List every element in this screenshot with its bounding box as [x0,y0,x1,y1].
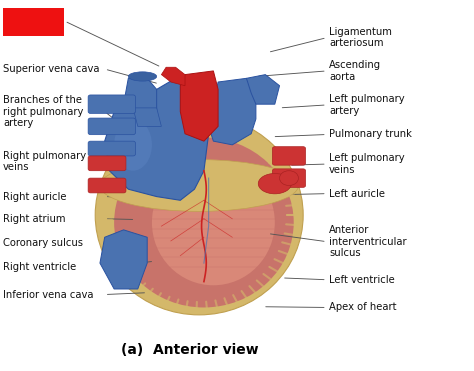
FancyBboxPatch shape [88,118,136,135]
Text: Superior vena cava: Superior vena cava [3,64,100,74]
FancyBboxPatch shape [273,169,306,187]
FancyBboxPatch shape [88,95,136,114]
Ellipse shape [152,160,275,285]
Text: Left ventricle: Left ventricle [329,275,395,285]
Text: Right pulmonary
veins: Right pulmonary veins [3,151,86,172]
Ellipse shape [258,174,292,194]
Text: Right ventricle: Right ventricle [3,262,76,272]
Ellipse shape [280,171,299,186]
Ellipse shape [114,119,152,171]
Text: Coronary sulcus: Coronary sulcus [3,238,83,248]
Polygon shape [209,78,256,145]
Text: Left auricle: Left auricle [329,188,385,198]
FancyBboxPatch shape [88,141,136,156]
Text: Branches of the
right pulmonary
artery: Branches of the right pulmonary artery [3,95,83,128]
Polygon shape [246,75,280,104]
Text: Inferior vena cava: Inferior vena cava [3,289,93,299]
Text: (a)  Anterior view: (a) Anterior view [121,344,258,357]
Text: Apex of heart: Apex of heart [329,302,397,312]
FancyBboxPatch shape [273,147,306,165]
Ellipse shape [95,115,303,315]
Ellipse shape [100,160,299,211]
Text: Anterior
interventricular
sulcus: Anterior interventricular sulcus [329,225,407,258]
Ellipse shape [114,137,294,308]
Text: Right atrium: Right atrium [3,214,65,224]
Text: Pulmonary trunk: Pulmonary trunk [329,129,412,139]
FancyBboxPatch shape [88,156,126,171]
Polygon shape [100,230,147,289]
Text: Left pulmonary
veins: Left pulmonary veins [329,153,405,175]
Polygon shape [105,78,209,200]
FancyBboxPatch shape [88,178,126,193]
Bar [3,8,64,36]
Ellipse shape [128,72,156,81]
Polygon shape [133,108,161,127]
Polygon shape [124,78,156,112]
Text: Ascending
aorta: Ascending aorta [329,60,381,82]
Text: Ligamentum
arteriosum: Ligamentum arteriosum [329,27,392,49]
Text: Right auricle: Right auricle [3,191,66,201]
Polygon shape [161,67,185,86]
Polygon shape [180,71,218,141]
Text: Left pulmonary
artery: Left pulmonary artery [329,94,405,116]
